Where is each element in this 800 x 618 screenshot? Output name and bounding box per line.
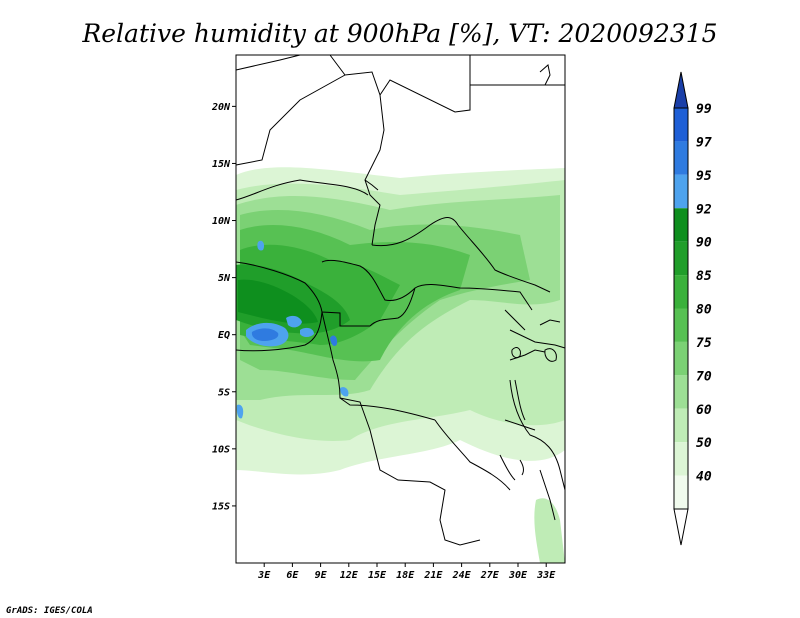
colorbar-swatch [674, 308, 688, 342]
figure-title: Relative humidity at 900hPa [%], VT: 202… [81, 19, 717, 48]
lon-tick-label: 3E [257, 570, 271, 581]
lat-tick-label: EQ [218, 330, 230, 341]
lat-tick-label: 15S [212, 501, 230, 512]
lat-tick-label: 10N [212, 216, 231, 227]
colorbar-swatch [674, 108, 688, 142]
lat-tick-label: 5S [218, 387, 230, 398]
colorbar-swatch [674, 141, 688, 175]
lon-tick-label: 12E [340, 570, 359, 581]
lon-tick-label: 27E [480, 570, 500, 581]
colorbar-label: 50 [696, 436, 712, 451]
lon-tick-label: 30E [508, 570, 528, 581]
lake-outlines [364, 64, 557, 476]
colorbar-top-arrow [673, 71, 689, 109]
humidity-field [236, 167, 565, 563]
colorbar-label: 70 [696, 369, 712, 384]
colorbar-label: 90 [696, 236, 712, 251]
colorbar-label: 99 [696, 102, 712, 117]
lat-tick-label: 5N [218, 273, 231, 284]
colorbar-swatch [674, 174, 688, 209]
lon-tick-label: 21E [423, 570, 443, 581]
lon-tick-label: 6E [286, 570, 299, 581]
lat-tick-label: 20N [211, 102, 231, 113]
lat-tick-label: 15N [212, 159, 231, 170]
lon-tick-label: 18E [396, 570, 415, 581]
colorbar-label: 97 [696, 135, 712, 150]
lon-axis: 3E 6E 9E 12E 15E 18E 21E 24E 27E 30E 33E [257, 563, 556, 581]
colorbar-swatch [674, 275, 688, 309]
colorbar-label: 92 [696, 202, 712, 217]
map-frame [235, 54, 566, 564]
colorbar-swatch [674, 442, 688, 476]
colorbar-label: 40 [696, 470, 712, 485]
colorbar-label: 60 [696, 403, 712, 418]
colorbar-swatch [674, 208, 688, 242]
lon-tick-label: 15E [368, 570, 387, 581]
colorbar-label: 95 [696, 169, 712, 184]
colorbar-label: 80 [696, 303, 712, 318]
colorbar-label: 75 [696, 336, 712, 351]
colorbar-label: 85 [696, 269, 712, 284]
lat-tick-label: 10S [212, 444, 230, 455]
colorbar-swatch [674, 241, 688, 276]
lon-tick-label: 33E [536, 570, 556, 581]
colorbar-bottom-arrow [673, 508, 689, 546]
lat-axis: 20N 15N 10N 5N EQ 5S 10S 15S [211, 102, 236, 512]
colorbar-swatch [674, 341, 688, 376]
colorbar-swatch [674, 375, 688, 409]
lon-tick-label: 9E [315, 570, 328, 581]
colorbar-swatch [674, 475, 688, 509]
credit-text: GrADS: IGES/COLA [6, 606, 93, 616]
colorbar-swatch [674, 408, 688, 443]
colorbar: 99 97 95 92 90 85 80 75 70 60 50 40 [673, 71, 712, 546]
lon-tick-label: 24E [452, 570, 472, 581]
map-panel: 20N 15N 10N 5N EQ 5S 10S 15S 3E 6E 9E 12E 15E 18E 21E… [211, 54, 566, 581]
